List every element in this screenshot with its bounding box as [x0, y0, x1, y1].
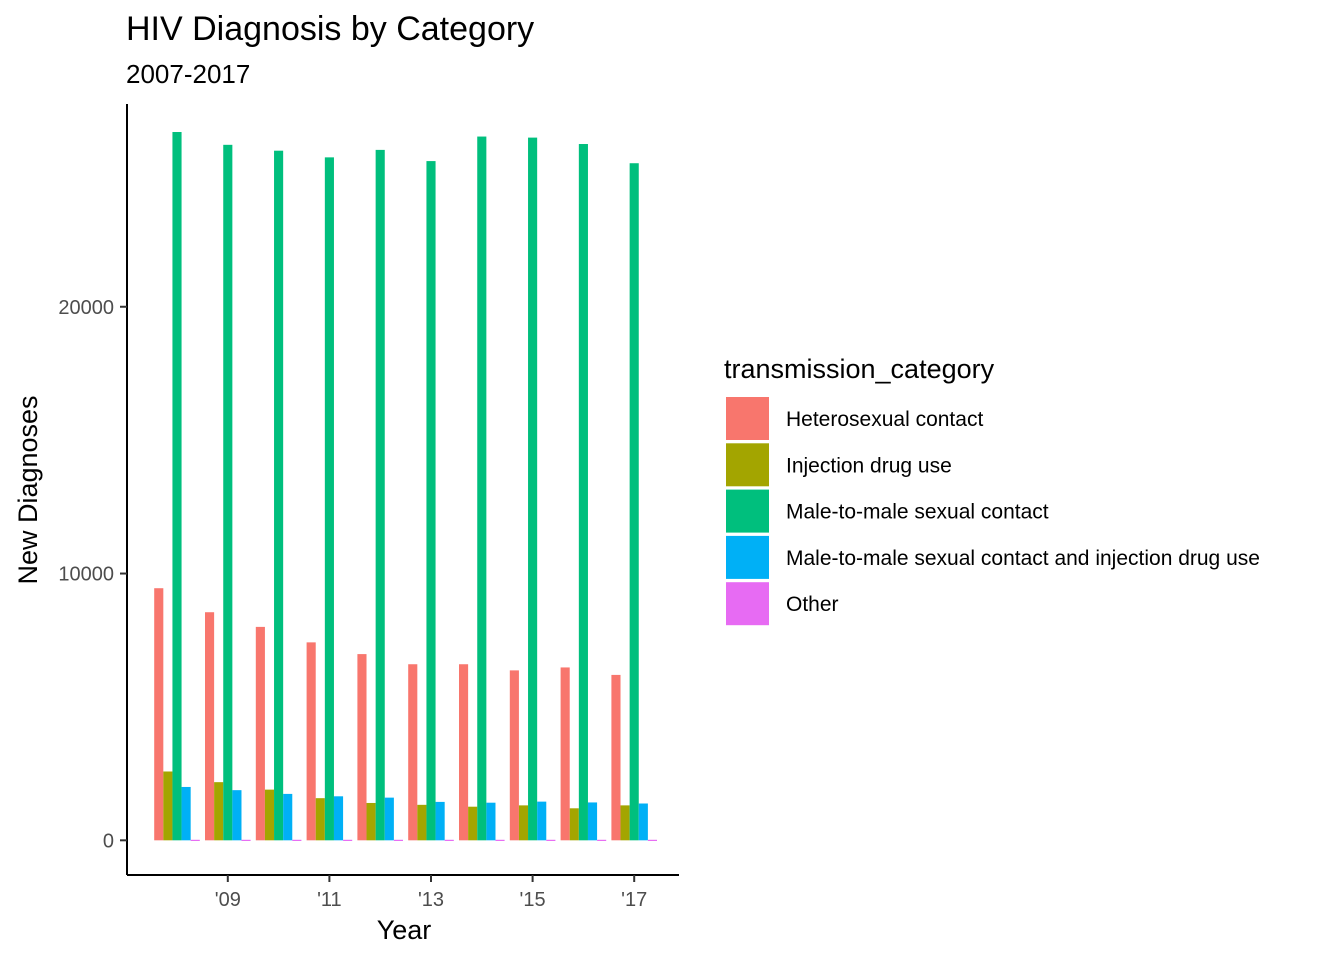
- legend-label-0: Heterosexual contact: [786, 408, 983, 431]
- bar-series-0-2015: [509, 670, 519, 841]
- bar-series-4-2009: [241, 839, 251, 841]
- bar-series-0-2014: [459, 664, 469, 841]
- bar-series-4-2016: [597, 839, 607, 841]
- bar-series-0-2017: [611, 674, 621, 841]
- bar-series-2-2012: [375, 149, 385, 841]
- bar-series-0-2008: [154, 588, 164, 841]
- x-tick-label-2015: '15: [520, 889, 546, 911]
- bar-series-1-2011: [315, 798, 325, 841]
- y-axis-title: New Diagnoses: [13, 395, 43, 584]
- legend-label-3: Male-to-male sexual contact and injectio…: [786, 547, 1260, 570]
- legend-label-4: Other: [786, 593, 839, 616]
- legend-key-4: [726, 582, 769, 626]
- bar-series-2-2015: [528, 137, 538, 841]
- bar-series-1-2013: [417, 804, 427, 841]
- bar-series-3-2013: [435, 801, 445, 841]
- bar-series-3-2016: [587, 802, 598, 841]
- bar-series-4-2013: [444, 839, 454, 841]
- bar-series-3-2009: [232, 790, 242, 841]
- legend-key-0: [726, 397, 769, 440]
- legend-key-2: [726, 489, 769, 533]
- legend-key-1: [726, 443, 769, 487]
- bar-series-3-2011: [333, 796, 344, 841]
- bar-series-0-2009: [205, 612, 215, 841]
- bar-series-2-2016: [578, 144, 588, 841]
- bar-series-4-2015: [546, 839, 556, 841]
- bar-series-4-2008: [190, 839, 200, 841]
- legend-label-1: Injection drug use: [786, 454, 952, 477]
- x-axis-ticks: '09 '11 '13 '15 '17: [215, 875, 647, 911]
- y-tick-label-20000: 20000: [58, 297, 114, 319]
- bar-series-0-2012: [357, 654, 367, 841]
- x-tick-label-2017: '17: [621, 889, 647, 911]
- x-axis-title: Year: [377, 915, 432, 945]
- bar-series-2-2013: [426, 161, 436, 841]
- bar-series-2-2009: [223, 144, 233, 841]
- bar-series-1-2008: [163, 771, 173, 841]
- bar-series-1-2012: [366, 802, 376, 841]
- bar-series-4-2014: [495, 839, 505, 841]
- legend: transmission_category Heterosexual conta…: [724, 354, 1260, 626]
- bar-series-3-2017: [638, 803, 648, 841]
- bar-series-0-2011: [306, 642, 316, 841]
- bar-series-3-2014: [486, 802, 496, 841]
- x-tick-label-2009: '09: [215, 889, 241, 911]
- bar-series-3-2010: [283, 793, 293, 841]
- bar-series-1-2009: [214, 782, 224, 841]
- y-tick-label-0: 0: [103, 830, 114, 852]
- chart-subtitle: 2007-2017: [126, 59, 250, 89]
- bar-series-2-2010: [274, 150, 284, 841]
- bar-series-2-2017: [629, 163, 639, 841]
- bar-series-3-2008: [181, 786, 191, 841]
- legend-items: Heterosexual contact Injection drug use Ma…: [726, 397, 1260, 626]
- bar-series-4-2010: [292, 839, 302, 841]
- bar-series-3-2015: [537, 801, 547, 841]
- legend-key-3: [726, 535, 769, 579]
- bar-series-4-2012: [393, 839, 403, 841]
- bar-series-2-2014: [477, 136, 487, 841]
- bar-series-0-2013: [408, 664, 418, 841]
- bar-series-4-2011: [343, 839, 353, 841]
- bar-series-2-2008: [172, 132, 182, 841]
- bar-series-1-2016: [569, 808, 579, 841]
- bar-series-3-2012: [384, 797, 394, 841]
- y-tick-label-10000: 10000: [58, 564, 114, 586]
- bar-series-1-2010: [264, 789, 275, 841]
- x-tick-label-2013: '13: [418, 889, 444, 911]
- y-axis-ticks: 0 10000 20000: [58, 297, 127, 852]
- legend-label-2: Male-to-male sexual contact: [786, 501, 1049, 524]
- plot-area: [154, 132, 657, 841]
- bar-series-1-2017: [620, 805, 630, 841]
- x-tick-label-2011: '11: [317, 889, 342, 911]
- bar-series-1-2014: [468, 806, 478, 841]
- bar-series-0-2010: [255, 626, 265, 841]
- bar-series-4-2017: [647, 839, 657, 841]
- chart-title: HIV Diagnosis by Category: [126, 10, 534, 48]
- bar-series-2-2011: [324, 157, 334, 841]
- legend-title: transmission_category: [724, 354, 995, 384]
- bar-series-1-2015: [518, 805, 529, 841]
- bar-series-0-2016: [560, 667, 570, 841]
